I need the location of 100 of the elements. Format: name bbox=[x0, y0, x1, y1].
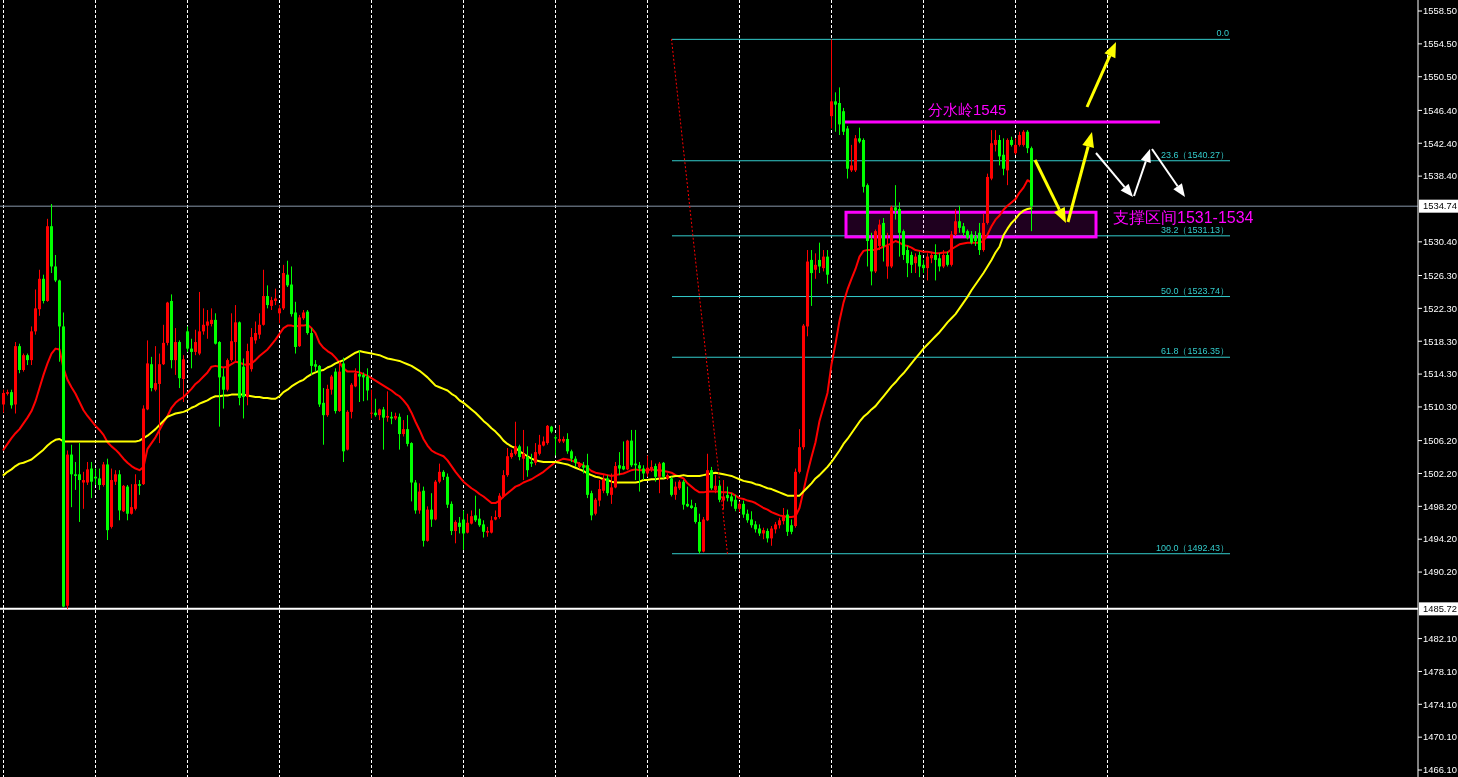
candlestick bbox=[898, 201, 901, 258]
y-tick-label: 1510.30 bbox=[1423, 401, 1457, 413]
y-tick-label: 1494.20 bbox=[1423, 533, 1457, 545]
ref-line-label: 38.2（1531.13） bbox=[1160, 224, 1229, 235]
candlestick bbox=[822, 249, 825, 272]
candlestick bbox=[502, 469, 505, 499]
candlestick bbox=[958, 205, 961, 234]
candlestick bbox=[978, 222, 981, 256]
y-tick-label: 1542.40 bbox=[1423, 137, 1457, 149]
candlestick bbox=[358, 349, 361, 403]
candlestick bbox=[1002, 137, 1005, 176]
candlestick bbox=[78, 442, 81, 523]
candlestick bbox=[694, 502, 697, 525]
y-tick-label: 1478.10 bbox=[1423, 665, 1457, 677]
candlestick bbox=[714, 474, 717, 494]
candlestick bbox=[382, 406, 385, 451]
y-tick-label: 1466.10 bbox=[1423, 764, 1457, 776]
candlestick bbox=[70, 444, 73, 508]
ref-line-label: 61.8（1516.35） bbox=[1160, 346, 1229, 357]
candlestick bbox=[478, 508, 481, 528]
ref-line-label: 1534.74 bbox=[1423, 200, 1457, 212]
candlestick bbox=[506, 447, 509, 478]
candlestick bbox=[674, 481, 677, 501]
text: 0.0 bbox=[1216, 28, 1229, 39]
candlestick bbox=[234, 304, 237, 363]
candlestick bbox=[2, 389, 5, 414]
y-tick-label: 1550.50 bbox=[1423, 71, 1457, 83]
candlestick bbox=[54, 254, 57, 283]
candlestick bbox=[186, 325, 189, 353]
band-label: 支撑区间1531-1534 bbox=[1113, 209, 1254, 227]
candlestick bbox=[934, 243, 937, 281]
candlestick bbox=[786, 509, 789, 537]
candlestick bbox=[22, 353, 25, 373]
candlestick bbox=[614, 461, 617, 489]
candlestick bbox=[86, 461, 89, 486]
candlestick bbox=[222, 367, 225, 410]
y-tick-label: 1490.20 bbox=[1423, 566, 1457, 578]
candlestick bbox=[386, 390, 389, 423]
y-tick-label: 1558.50 bbox=[1423, 5, 1457, 17]
candlestick bbox=[610, 472, 613, 505]
candlestick bbox=[202, 307, 205, 336]
candlestick bbox=[398, 413, 401, 451]
candlestick bbox=[770, 525, 773, 547]
candlestick bbox=[926, 252, 929, 281]
candlestick bbox=[882, 217, 885, 263]
candlestick bbox=[514, 421, 517, 456]
y-tick-label: 1506.20 bbox=[1423, 434, 1457, 446]
y-tick-label: 1538.40 bbox=[1423, 170, 1457, 182]
y-tick-label: 1482.10 bbox=[1423, 632, 1457, 644]
candlestick bbox=[534, 442, 537, 466]
y-tick-label: 1546.40 bbox=[1423, 104, 1457, 116]
candlestick bbox=[722, 479, 725, 511]
candlestick bbox=[454, 519, 457, 544]
ref-line-label: 100.0（1492.43） bbox=[1155, 542, 1229, 553]
candlestick bbox=[618, 451, 621, 476]
candlestick bbox=[10, 389, 13, 410]
candlestick bbox=[182, 354, 185, 403]
candlestick bbox=[682, 479, 685, 511]
candlestick bbox=[194, 329, 197, 356]
candlestick bbox=[938, 252, 941, 272]
candlestick bbox=[130, 483, 133, 516]
candlestick bbox=[210, 307, 213, 327]
candlestick bbox=[198, 291, 201, 356]
candlestick bbox=[834, 91, 837, 133]
candlestick bbox=[418, 482, 421, 515]
candlestick bbox=[158, 353, 161, 444]
candlestick bbox=[954, 208, 957, 237]
candlestick bbox=[638, 461, 641, 493]
y-tick-label: 1530.40 bbox=[1423, 236, 1457, 248]
candlestick bbox=[430, 492, 433, 528]
y-tick-label: 1498.20 bbox=[1423, 500, 1457, 512]
candlestick bbox=[838, 86, 841, 136]
y-tick-label: 1522.30 bbox=[1423, 302, 1457, 314]
candlestick bbox=[658, 461, 661, 494]
candlestick bbox=[474, 495, 477, 523]
candlestick bbox=[814, 252, 817, 280]
candlestick bbox=[566, 432, 569, 455]
ref-line-label: 23.6（1540.27） bbox=[1160, 149, 1229, 160]
ref-line-label: 1485.72 bbox=[1423, 603, 1457, 615]
candlestick bbox=[102, 461, 105, 488]
y-tick-label: 1514.30 bbox=[1423, 368, 1457, 380]
candlestick bbox=[150, 356, 153, 392]
candlestick bbox=[910, 251, 913, 274]
candlestick bbox=[810, 249, 813, 307]
candlestick bbox=[154, 345, 157, 392]
ref-line-label: 50.0（1523.74） bbox=[1160, 285, 1229, 296]
y-tick-label: 1502.20 bbox=[1423, 467, 1457, 479]
candlestick bbox=[830, 38, 833, 129]
candlestick bbox=[622, 440, 625, 471]
candlestick bbox=[654, 463, 657, 483]
y-tick-label: 1554.50 bbox=[1423, 38, 1457, 50]
candlestick bbox=[942, 249, 945, 269]
candlestick bbox=[230, 312, 233, 363]
candlestick bbox=[818, 242, 821, 274]
y-tick-label: 1526.30 bbox=[1423, 269, 1457, 281]
candlestick bbox=[710, 466, 713, 491]
candlestick bbox=[278, 304, 281, 324]
candlestick bbox=[998, 134, 1001, 166]
candlestick bbox=[74, 461, 77, 491]
candlestick bbox=[90, 461, 93, 499]
